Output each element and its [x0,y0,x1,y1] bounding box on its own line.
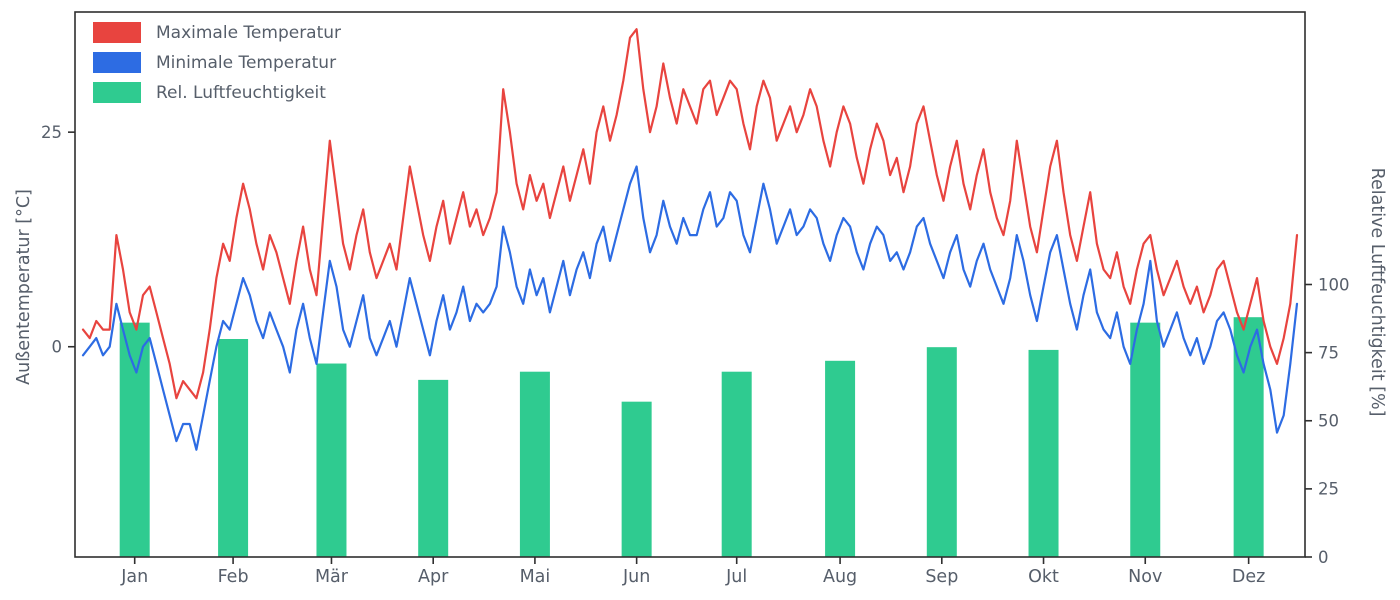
humidity-bar [218,339,249,557]
x-tick-label: Okt [1028,567,1059,587]
humidity-bar [621,401,652,557]
min-temp-swatch [93,52,141,73]
legend-item-min-temp: Minimale Temperatur [93,52,341,73]
x-tick-label: Aug [823,567,857,587]
x-tick-label: Jan [120,567,148,587]
x-tick-label: Nov [1128,567,1162,587]
legend: Maximale Temperatur Minimale Temperatur … [93,22,341,103]
x-tick-label: Jun [622,567,650,587]
right-axis-label: Relative Luftfeuchtigkeit [%] [1367,167,1387,417]
humidity-bar [926,347,957,557]
legend-label-max-temp: Maximale Temperatur [156,22,342,43]
x-tick-label: Apr [418,567,449,587]
x-tick-label: Jul [725,567,747,587]
right-tick-label: 0 [1318,548,1329,567]
humidity-bar [1130,322,1161,557]
min-temp-line [81,165,1299,451]
humidity-bar [418,379,449,557]
max-temp-line [81,28,1299,400]
humidity-bar [119,322,150,557]
left-tick-label: 0 [52,337,63,356]
legend-item-humidity: Rel. Luftfeuchtigkeit [93,82,341,103]
legend-label-humidity: Rel. Luftfeuchtigkeit [156,82,326,103]
legend-label-min-temp: Minimale Temperatur [156,52,337,73]
humidity-bar [1028,349,1059,557]
right-tick-label: 50 [1318,412,1339,431]
x-tick-label: Dez [1232,567,1265,587]
right-tick-label: 100 [1318,275,1350,294]
max-temp-swatch [93,22,141,43]
right-tick-label: 25 [1318,480,1339,499]
humidity-bar [825,360,856,557]
x-tick-label: Sep [925,567,958,587]
x-tick-label: Mär [315,567,349,587]
x-tick-label: Mai [520,567,551,587]
left-axis-label: Außentemperatur [°C] [14,189,34,385]
humidity-bar [519,371,550,557]
humidity-bar [721,371,752,557]
x-tick-label: Feb [218,567,249,587]
left-tick-label: 25 [41,123,62,142]
right-tick-label: 75 [1318,343,1339,362]
legend-item-max-temp: Maximale Temperatur [93,22,341,43]
humidity-bar [316,363,347,557]
humidity-swatch [93,82,141,103]
